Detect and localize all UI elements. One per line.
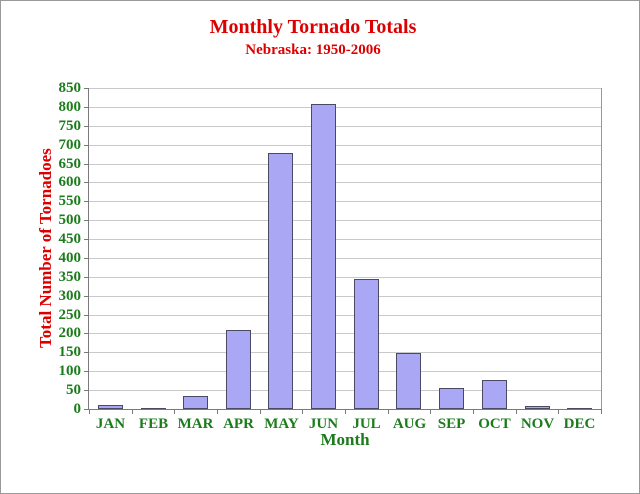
y-axis-line	[88, 88, 89, 410]
y-axis-tick	[84, 333, 89, 334]
y-axis-tick	[84, 126, 89, 127]
y-axis-tick-label: 150	[58, 344, 82, 360]
y-axis-tick-label: 650	[58, 156, 82, 172]
y-axis-tick-label: 250	[58, 307, 82, 323]
gridline	[89, 390, 601, 391]
x-axis-tick	[217, 409, 218, 414]
bar-sep	[439, 388, 464, 409]
y-axis-tick	[84, 201, 89, 202]
y-axis-tick-label: 50	[66, 382, 81, 398]
bar-apr	[226, 330, 251, 409]
x-axis-tick	[132, 409, 133, 414]
gridline	[89, 201, 601, 202]
y-axis-tick-label: 500	[58, 212, 82, 228]
x-axis-tick	[89, 409, 90, 414]
x-axis-tick-label: JAN	[95, 416, 126, 432]
y-axis-tick-label: 750	[58, 118, 82, 134]
bar-mar	[183, 396, 208, 409]
x-axis-title: Month	[320, 430, 370, 449]
gridline	[89, 333, 601, 334]
y-axis-tick-label: 600	[58, 174, 82, 190]
y-axis-tick	[84, 296, 89, 297]
x-axis-tick	[558, 409, 559, 414]
gridline	[89, 239, 601, 240]
y-axis-tick-label: 400	[58, 250, 82, 266]
y-axis-tick	[84, 145, 89, 146]
y-axis-tick-label: 700	[58, 137, 82, 153]
y-axis-tick	[84, 107, 89, 108]
x-axis-tick-label: MAY	[264, 416, 299, 432]
y-axis-tick	[84, 164, 89, 165]
y-axis-tick	[84, 88, 89, 89]
x-axis-line	[88, 409, 602, 410]
y-axis-tick	[84, 182, 89, 183]
x-axis-tick-label: AUG	[392, 416, 427, 432]
bar-oct	[482, 380, 507, 409]
y-axis-tick-label: 550	[58, 193, 82, 209]
gridline	[89, 258, 601, 259]
gridline	[89, 220, 601, 221]
x-axis-tick-label: OCT	[478, 416, 511, 432]
bar-dec	[567, 408, 592, 409]
gridline	[89, 315, 601, 316]
x-axis-tick-label: MAR	[177, 416, 214, 432]
bar-jan	[98, 405, 123, 409]
x-axis-tick	[388, 409, 389, 414]
gridline	[89, 126, 601, 127]
y-axis-tick-label: 850	[58, 80, 82, 96]
y-axis-tick	[84, 258, 89, 259]
bar-may	[268, 153, 293, 409]
gridline	[89, 107, 601, 108]
x-axis-tick	[601, 409, 602, 414]
y-axis-tick-label: 450	[58, 231, 82, 247]
chart-subtitle: Nebraska: 1950-2006	[245, 42, 381, 58]
gridline	[89, 296, 601, 297]
y-axis-tick-label: 200	[58, 325, 82, 341]
y-axis-tick-label: 100	[58, 363, 82, 379]
y-axis-tick	[84, 352, 89, 353]
x-axis-tick-label: JUN	[308, 416, 339, 432]
x-axis-tick-label: DEC	[563, 416, 596, 432]
gridline	[89, 352, 601, 353]
y-axis-tick	[84, 315, 89, 316]
x-axis-tick	[345, 409, 346, 414]
bar-aug	[396, 353, 421, 409]
x-axis-tick	[260, 409, 261, 414]
x-axis-tick	[430, 409, 431, 414]
plot-right-border	[601, 88, 602, 409]
y-axis-tick	[84, 220, 89, 221]
x-axis-tick	[174, 409, 175, 414]
gridline	[89, 277, 601, 278]
bar-feb	[141, 408, 166, 409]
x-axis-tick-label: JUL	[352, 416, 381, 432]
y-axis-tick-label: 800	[58, 99, 82, 115]
x-axis-tick	[302, 409, 303, 414]
x-axis-tick	[473, 409, 474, 414]
bar-nov	[525, 406, 550, 409]
y-axis-tick-label: 350	[58, 269, 82, 285]
x-axis-tick-label: FEB	[138, 416, 169, 432]
y-axis-tick	[84, 390, 89, 391]
bar-jul	[354, 279, 379, 409]
y-axis-tick-label: 0	[73, 401, 82, 417]
x-axis-tick-label: SEP	[437, 416, 466, 432]
x-axis-tick-label: APR	[223, 416, 254, 432]
gridline	[89, 371, 601, 372]
chart-title: Monthly Tornado Totals	[209, 16, 417, 38]
x-axis-tick-label: NOV	[520, 416, 555, 432]
y-axis-tick-label: 300	[58, 288, 82, 304]
gridline	[89, 182, 601, 183]
gridline	[89, 88, 601, 89]
x-axis-tick	[516, 409, 517, 414]
y-axis-tick	[84, 371, 89, 372]
y-axis-tick	[84, 409, 89, 410]
y-axis-tick	[84, 277, 89, 278]
gridline	[89, 164, 601, 165]
gridline	[89, 145, 601, 146]
y-axis-tick	[84, 239, 89, 240]
bar-jun	[311, 104, 336, 409]
